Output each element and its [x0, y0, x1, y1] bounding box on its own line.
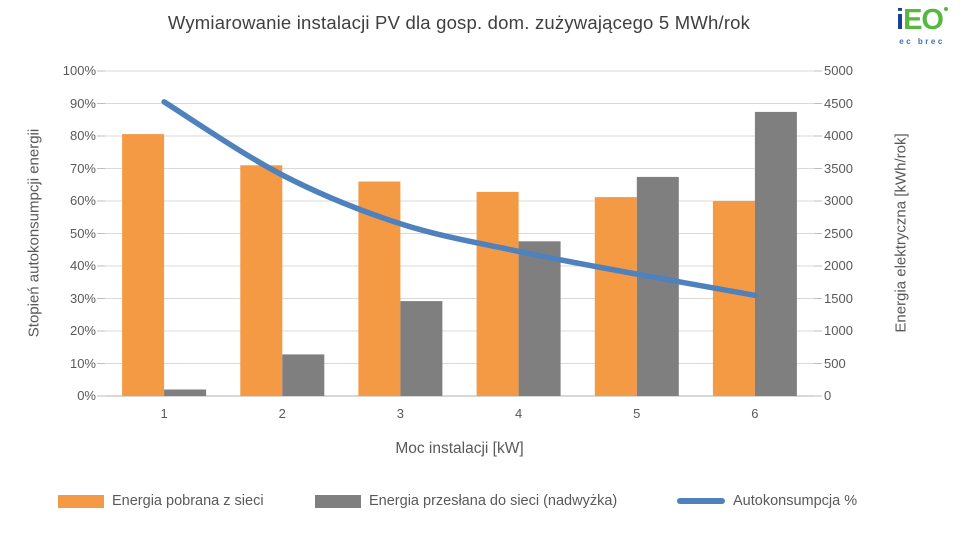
y-right-tick-label: 4000 [824, 128, 853, 143]
x-tick-label: 4 [514, 406, 523, 421]
y-left-tick-label: 20% [69, 323, 96, 338]
legend-label-grid-export: Energia przesłana do sieci (nadwyżka) [369, 493, 618, 509]
y-left-tick-label: 10% [69, 355, 96, 371]
y-left-tick-label: 30% [69, 290, 96, 306]
grid-import-bar-2 [240, 165, 283, 397]
x-axis-title: Moc instalacji [kW] [395, 440, 524, 457]
y-right-tick-label: 3000 [824, 193, 853, 208]
grid-export-bar-3 [400, 301, 443, 396]
legend-swatch-autoconsumption [677, 498, 725, 504]
legend-item-autoconsumption: Autokonsumpcja % [677, 493, 857, 509]
grid-import-bar-5 [594, 197, 637, 396]
legend-item-grid-export: Energia przesłana do sieci (nadwyżka) [315, 493, 617, 509]
ieo-logo-subtext: ec brec [899, 37, 945, 46]
y-right-tick-label: 1500 [824, 290, 853, 306]
grid-import-bar-6 [712, 201, 755, 396]
y-right-tick-label: 3500 [824, 160, 853, 176]
ieo-logo: iEO ec brec [896, 6, 948, 46]
ieo-logo-text: iEO [896, 6, 948, 35]
autoconsumption-line [161, 99, 758, 299]
y-right-tick-label: 4500 [824, 95, 853, 111]
y-left-tick-label: 0% [77, 388, 96, 403]
logo-dot-icon [944, 7, 948, 11]
right-axis-title: Energia elektryczna [kWh/rok] [892, 133, 910, 333]
grid-export-bar-1 [164, 389, 207, 396]
y-right-tick-label: 1000 [824, 323, 853, 338]
y-right-tick-label: 5000 [824, 63, 853, 78]
legend-label-autoconsumption: Autokonsumpcja % [733, 493, 858, 509]
y-left-tick-label: 40% [69, 258, 96, 273]
logo-letter-i: i [896, 4, 904, 36]
grid-import-bar-4 [476, 191, 519, 396]
logo-letters-eo: EO [903, 4, 944, 36]
y-right-tick-label: 2000 [824, 258, 853, 273]
y-left-tick-label: 60% [69, 193, 96, 208]
legend-item-grid-import: Energia pobrana z sieci [58, 493, 264, 509]
grid-export-bar-4 [518, 241, 561, 396]
y-left-tick-label: 70% [69, 160, 96, 176]
y-left-tick-label: 80% [69, 128, 96, 143]
grid-export-bar-2 [282, 354, 325, 396]
x-tick-label: 6 [751, 406, 759, 421]
grid-export-bar-6 [754, 111, 797, 397]
legend-swatch-grid-import [58, 494, 104, 508]
y-left-tick-label: 50% [69, 225, 96, 241]
x-tick-label: 1 [160, 406, 168, 421]
grid-import-bar-1 [122, 134, 165, 396]
legend-swatch-grid-export [315, 494, 361, 508]
page-title: Wymiarowanie instalacji PV dla gosp. dom… [167, 12, 751, 33]
x-tick-label: 5 [633, 406, 641, 421]
y-left-tick-label: 100% [62, 63, 96, 78]
grid-export-bar-5 [636, 176, 679, 396]
legend-label-grid-import: Energia pobrana z sieci [112, 493, 264, 509]
y-right-tick-label: 2500 [824, 225, 853, 241]
plot-area [97, 70, 822, 397]
x-tick-label: 2 [278, 406, 286, 421]
y-right-tick-label: 500 [824, 355, 846, 371]
x-tick-label: 3 [396, 406, 405, 421]
y-left-tick-label: 90% [69, 95, 96, 111]
y-right-tick-label: 0 [824, 388, 832, 403]
